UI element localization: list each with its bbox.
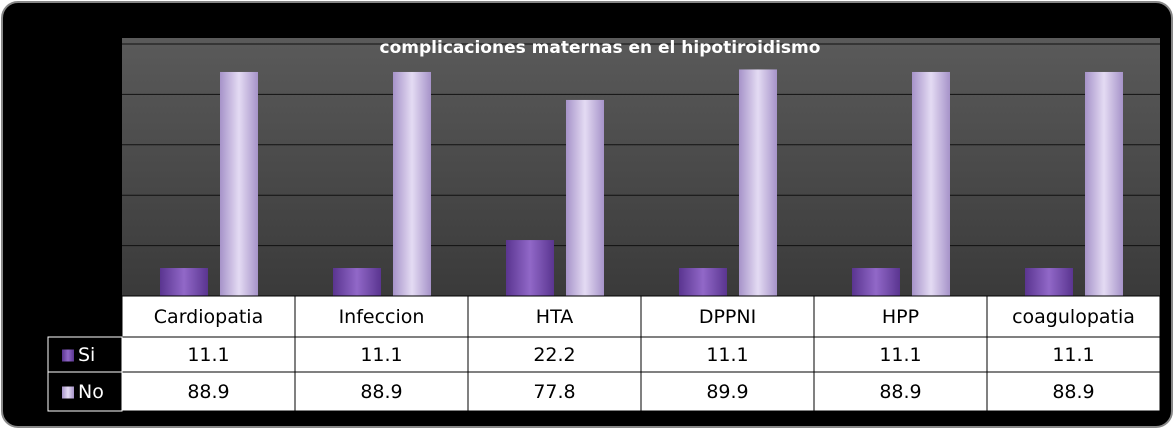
x-tick-label: coagulopatia (1012, 306, 1135, 328)
data-label: 89.9 (706, 381, 748, 403)
data-label: 88.9 (879, 381, 921, 403)
chart-title: complicaciones maternas en el hipotiroid… (380, 38, 821, 58)
data-label: 22.2 (533, 344, 575, 366)
bar (739, 69, 777, 297)
bar (679, 268, 727, 296)
plot-area (122, 38, 1160, 296)
legend-swatch (62, 386, 74, 399)
bar (393, 71, 431, 296)
data-label: 88.9 (187, 381, 229, 403)
data-label: 77.8 (533, 381, 575, 403)
x-tick-label: DPPNI (699, 306, 756, 328)
bar (333, 268, 381, 296)
data-label: 11.1 (1052, 344, 1094, 366)
legend-label: Si (78, 344, 95, 366)
x-tick-label: Infeccion (339, 306, 425, 328)
data-label: 11.1 (879, 344, 921, 366)
bar (1025, 268, 1073, 296)
legend-cell (47, 336, 123, 412)
bar (912, 71, 950, 296)
bar (852, 268, 900, 296)
x-tick-label: HTA (536, 306, 573, 328)
legend-swatch (62, 349, 74, 362)
data-label: 11.1 (706, 344, 748, 366)
bar (160, 268, 208, 296)
data-label: 11.1 (360, 344, 402, 366)
bar (220, 71, 258, 296)
x-tick-label: Cardiopatia (154, 306, 263, 328)
data-label: 88.9 (1052, 381, 1094, 403)
x-tick-label: HPP (882, 306, 919, 328)
bar (566, 99, 604, 296)
data-label: 88.9 (360, 381, 402, 403)
bar (506, 240, 554, 296)
bar (1085, 71, 1123, 296)
data-label: 11.1 (187, 344, 229, 366)
legend-label: No (78, 381, 104, 403)
